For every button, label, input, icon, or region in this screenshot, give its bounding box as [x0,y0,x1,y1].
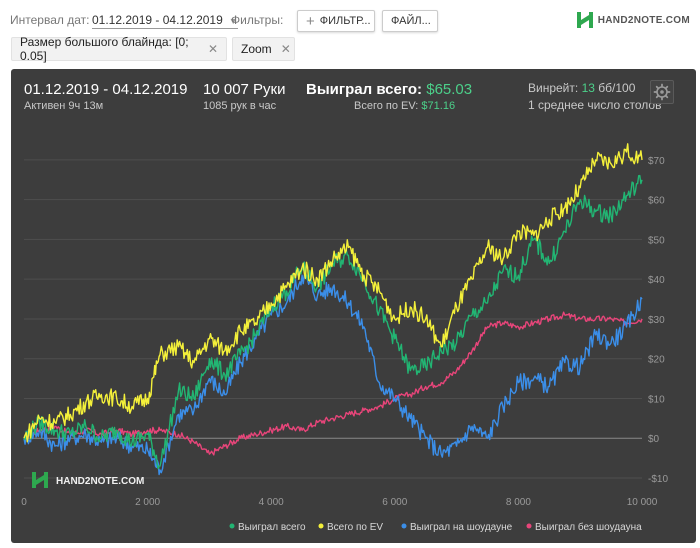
chart-grid [24,159,642,479]
y-tick-label: $30 [648,315,665,326]
summary-hands-rate: 1085 рук в час [203,100,277,112]
y-tick-label: $70 [648,156,665,167]
won-total-value: $65.03 [426,81,473,98]
ev-total-label: Всего по EV: [354,100,419,112]
chevron-down-icon: ▼ [228,16,238,26]
x-tick-label: 10 000 [627,497,658,508]
y-tick-label: $0 [648,434,660,445]
brand-logo: HAND2NOTE.COM [576,12,690,28]
filter-chip-zoom[interactable]: Zoom ✕ [232,37,295,61]
ev-total-value: $71.16 [421,100,456,112]
settings-button[interactable] [650,80,674,104]
legend-label: Выиграл без шоудауна [535,521,642,533]
summary-winrate: Винрейт: 13 бб/100 [528,81,635,95]
watermark-logo-icon [32,472,48,488]
plus-icon: + [306,12,315,30]
legend-marker [229,523,235,529]
x-tick-label: 2 000 [135,497,160,508]
series-lines [23,143,643,476]
summary-date-range: 01.12.2019 - 04.12.2019 [24,81,188,98]
y-tick-label: -$10 [648,474,668,485]
legend-item[interactable]: Выиграл всего [229,522,307,533]
x-axis-ticks: 0 2 000 4 000 6 000 8 000 10 000 [21,497,658,508]
y-tick-label: $40 [648,275,665,286]
filter-chip-big-blind[interactable]: Размер большого блайнда: [0; 0.05] ✕ [11,35,227,63]
close-icon[interactable]: ✕ [207,42,218,56]
y-axis-ticks: $70 $60 $50 $40 $30 $20 $10 $0 -$10 [648,156,668,485]
x-tick-label: 4 000 [259,497,284,508]
legend-label: Всего по EV [327,522,383,533]
legend-label: Выиграл всего [238,522,306,533]
series-line-ev [23,143,643,443]
chart-legend: Выиграл всего Всего по EV Выиграл на шоуда… [229,521,643,533]
add-filter-label: ФИЛЬТР... [319,15,371,27]
legend-label: Выиграл на шоудауне [410,522,513,533]
filters-label: Фильтры: [231,13,284,27]
graph-panel [11,69,696,543]
date-range-label: Интервал дат: [10,13,90,27]
legend-item[interactable]: Выиграл на шоудауне [401,522,513,533]
file-button[interactable]: ФАЙЛ... [382,10,438,32]
summary-active-time: Активен 9ч 13м [24,100,104,112]
toolbar: Интервал дат: 01.12.2019 - 04.12.2019 ▼ Ф… [0,0,700,68]
summary-hands: 10 007 Руки [203,81,286,98]
summary-tables: 1 среднее число столов [528,98,662,112]
legend-item[interactable]: Всего по EV [318,522,384,533]
gear-icon [653,83,671,101]
chart-watermark: HAND2NOTE.COM [32,472,144,488]
legend-marker [401,523,407,529]
winrate-unit: бб/100 [598,81,636,95]
legend-marker [318,523,324,529]
file-button-label: ФАЙЛ... [391,15,431,27]
watermark-text: HAND2NOTE.COM [56,476,144,487]
winrate-value: 13 [581,81,595,95]
legend-marker [526,523,532,529]
brand-logo-text: HAND2NOTE.COM [597,14,690,26]
hand2note-logo-icon [576,12,593,28]
add-filter-button[interactable]: + ФИЛЬТР... [297,10,375,32]
winrate-label: Винрейт: [528,81,579,95]
y-tick-label: $10 [648,394,665,405]
summary-won-total: Выиграл всего: $65.03 [306,81,472,98]
series-line-non-showdown [23,311,643,456]
summary-ev-total: Всего по EV: $71.16 [354,100,455,112]
won-total-label: Выиграл всего: [306,81,423,98]
legend-item[interactable]: Выиграл без шоудауна [526,521,643,533]
x-tick-label: 6 000 [382,497,407,508]
y-tick-label: $60 [648,196,665,207]
x-tick-label: 0 [21,497,27,508]
y-tick-label: $20 [648,355,665,366]
series-line-showdown [23,274,643,476]
date-range-value: 01.12.2019 - 04.12.2019 [92,13,223,27]
y-tick-label: $50 [648,235,665,246]
filter-chip-label: Размер большого блайнда: [0; 0.05] [20,35,189,63]
filter-chip-label: Zoom [241,42,272,56]
date-range-select[interactable]: 01.12.2019 - 04.12.2019 ▼ [92,13,238,29]
close-icon[interactable]: ✕ [280,42,291,56]
x-tick-label: 8 000 [506,497,531,508]
